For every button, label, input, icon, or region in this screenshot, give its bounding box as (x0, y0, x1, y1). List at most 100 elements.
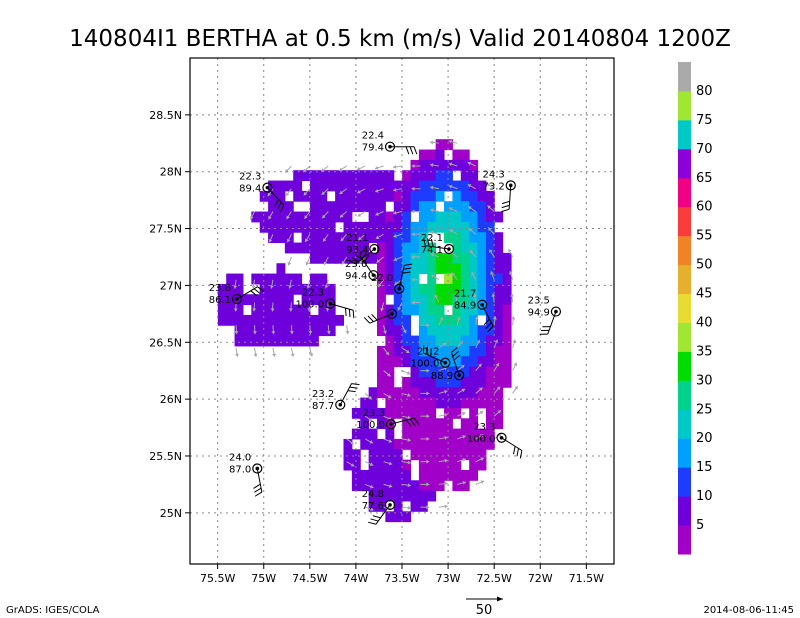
station-marker (384, 499, 396, 510)
wind-speed-cell (469, 242, 479, 254)
wind-speed-cell (301, 170, 311, 182)
wind-speed-cell (402, 480, 412, 492)
wind-speed-cell (452, 325, 462, 337)
wind-speed-cell (377, 180, 386, 192)
wind-speed-cell (469, 294, 479, 306)
wind-speed-cell (410, 252, 420, 264)
wind-speed-cell (377, 294, 386, 306)
wind-speed-cell (427, 190, 437, 202)
wind-vector-head (305, 261, 310, 266)
wind-speed-cell (435, 376, 445, 388)
wind-speed-cell (444, 139, 453, 151)
wind-speed-cell (435, 356, 445, 368)
wind-vector-head (368, 395, 372, 400)
wind-barb-flag (413, 146, 418, 155)
wind-speed-cell (444, 273, 453, 285)
wind-speed-cell (460, 469, 470, 481)
wind-speed-cell (494, 407, 504, 419)
wind-speed-cell (477, 252, 487, 264)
wind-speed-cell (418, 283, 428, 295)
wind-speed-cell (410, 480, 420, 492)
wind-speed-cell (452, 376, 462, 388)
wind-vector-head (393, 210, 397, 215)
lon-label: 74W (343, 572, 368, 585)
station-temperature: 22.4 (362, 131, 384, 142)
station-humidity: 93.4 (346, 245, 368, 256)
wind-speed-cell (284, 294, 294, 306)
wind-speed-cell (469, 314, 479, 326)
wind-vector-head (306, 285, 311, 289)
wind-vector-head (444, 412, 448, 417)
lat-label: 25.5N (149, 450, 182, 463)
wind-speed-cell (444, 232, 453, 244)
wind-vector-head (309, 353, 314, 357)
wind-vector-head (252, 308, 257, 312)
wind-vector-head (426, 368, 430, 373)
wind-vector-head (426, 482, 430, 487)
wind-vector-head (393, 257, 398, 262)
wind-speed-cell (477, 273, 487, 285)
wind-speed-cell (469, 345, 479, 357)
colorbar-swatch (678, 293, 691, 323)
wind-speed-cell (385, 345, 395, 357)
wind-speed-cell (444, 459, 453, 471)
wind-speed-cell (460, 190, 470, 202)
wind-vector-head (321, 191, 326, 195)
wind-barb-flag (519, 450, 523, 459)
wind-speed-cell (402, 511, 412, 523)
wind-speed-cell (435, 283, 445, 295)
wind-speed-cell (460, 418, 470, 430)
wind-speed-cell (268, 273, 277, 285)
wind-vector-head (341, 261, 346, 265)
wind-speed-cell (402, 170, 412, 182)
wind-speed-cell (276, 273, 286, 285)
station-plot: 21.193.4 (346, 233, 380, 265)
wind-speed-cell (418, 480, 428, 492)
wind-vector-head (267, 192, 272, 197)
wind-vector-head (339, 190, 344, 195)
wind-vector-head (411, 164, 415, 169)
wind-vector-head (453, 293, 458, 298)
wind-speed-cell (360, 428, 370, 440)
wind-speed-cell (393, 438, 403, 450)
wind-vector-head (307, 308, 312, 312)
wind-vector-head (492, 316, 497, 320)
wind-vector-head (478, 363, 482, 368)
wind-speed-cell (469, 304, 479, 316)
wind-speed-cell (377, 387, 386, 399)
colorbar-label: 35 (696, 344, 713, 359)
wind-speed-cell (460, 325, 470, 337)
wind-speed-cell (368, 232, 378, 244)
wind-speed-cell (343, 211, 353, 223)
station-marker (386, 308, 397, 319)
wind-speed-cell (444, 356, 453, 368)
wind-vector-head (444, 481, 448, 486)
wind-speed-cell (410, 356, 420, 368)
wind-speed-cell (460, 273, 470, 285)
wind-speed-cell (418, 469, 428, 481)
wind-speed-cell (284, 242, 294, 254)
wind-speed-cell (309, 211, 319, 223)
wind-speed-cell (318, 232, 328, 244)
wind-speed-cell (452, 304, 462, 316)
wind-speed-cell (301, 335, 311, 347)
wind-vector-head (462, 480, 467, 485)
station-plot (363, 308, 397, 324)
wind-speed-cell (502, 263, 512, 275)
wind-speed-cell (444, 418, 453, 430)
wind-speed-cell (318, 221, 328, 233)
wind-speed-cell (502, 366, 512, 378)
wind-vector-head (429, 140, 434, 145)
wind-speed-cell (276, 201, 286, 213)
wind-speed-cell (402, 211, 412, 223)
station-marker-center (389, 422, 393, 426)
wind-barb-flag (422, 237, 426, 246)
wind-speed-cell (335, 180, 345, 192)
wind-speed-cell (276, 232, 286, 244)
wind-speed-cell (385, 263, 395, 275)
wind-speed-cell (360, 190, 370, 202)
wind-speed-cell (418, 387, 428, 399)
wind-speed-cell (418, 438, 428, 450)
station-plot: 23.686.1 (209, 283, 265, 306)
